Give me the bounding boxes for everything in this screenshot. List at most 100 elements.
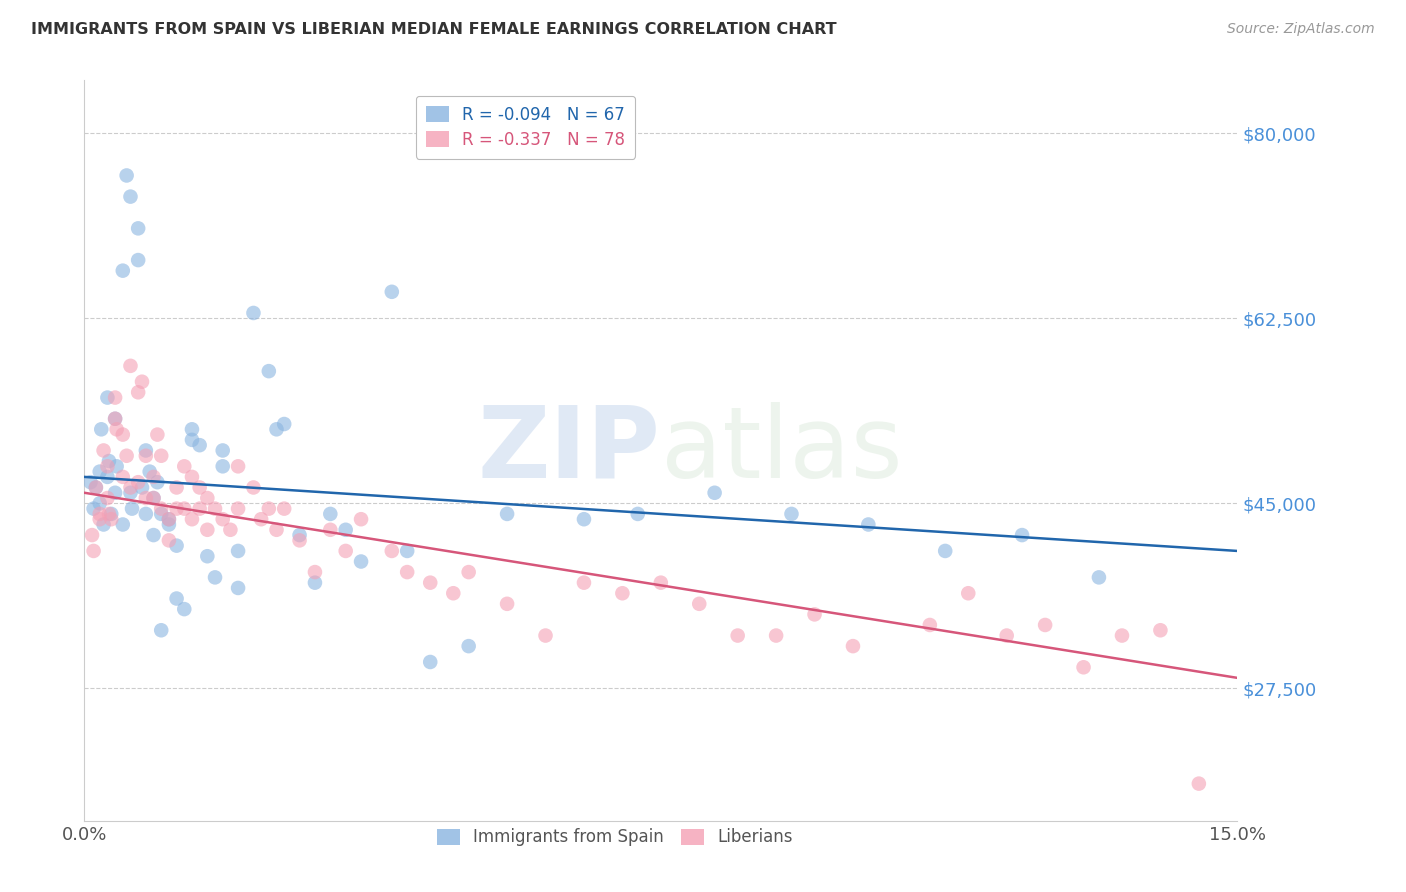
- Point: [688, 597, 710, 611]
- Point: [304, 565, 326, 579]
- Point: [1149, 624, 1171, 638]
- Point: [84, 481, 107, 495]
- Text: ZIP: ZIP: [478, 402, 661, 499]
- Point: [150, 501, 173, 516]
- Point: [858, 517, 880, 532]
- Point: [150, 449, 173, 463]
- Point: [266, 523, 288, 537]
- Point: [93, 517, 115, 532]
- Point: [441, 586, 464, 600]
- Point: [612, 586, 634, 600]
- Point: [188, 438, 211, 452]
- Point: [350, 555, 373, 569]
- Point: [496, 597, 519, 611]
- Point: [96, 470, 118, 484]
- Point: [105, 459, 128, 474]
- Point: [1033, 618, 1056, 632]
- Point: [572, 512, 595, 526]
- Point: [135, 449, 157, 463]
- Point: [157, 512, 180, 526]
- Point: [304, 575, 326, 590]
- Point: [496, 507, 519, 521]
- Point: [90, 422, 112, 436]
- Point: [181, 433, 204, 447]
- Point: [273, 417, 295, 431]
- Point: [288, 528, 311, 542]
- Point: [138, 465, 160, 479]
- Point: [104, 411, 127, 425]
- Point: [995, 629, 1018, 643]
- Point: [131, 481, 153, 495]
- Point: [627, 507, 650, 521]
- Point: [842, 639, 865, 653]
- Point: [89, 507, 111, 521]
- Point: [115, 449, 138, 463]
- Point: [120, 485, 142, 500]
- Point: [335, 544, 357, 558]
- Point: [266, 422, 288, 436]
- Point: [934, 544, 956, 558]
- Point: [381, 285, 404, 299]
- Point: [1188, 776, 1211, 791]
- Point: [1073, 660, 1095, 674]
- Point: [1011, 528, 1033, 542]
- Point: [765, 629, 787, 643]
- Point: [127, 253, 149, 268]
- Point: [84, 481, 107, 495]
- Point: [1088, 570, 1111, 584]
- Point: [96, 391, 118, 405]
- Point: [173, 501, 195, 516]
- Point: [89, 465, 111, 479]
- Point: [127, 475, 149, 490]
- Point: [226, 501, 249, 516]
- Point: [350, 512, 373, 526]
- Point: [195, 549, 218, 564]
- Point: [83, 544, 105, 558]
- Point: [142, 528, 165, 542]
- Legend: Immigrants from Spain, Liberians: Immigrants from Spain, Liberians: [430, 822, 800, 853]
- Point: [83, 501, 105, 516]
- Point: [115, 169, 138, 183]
- Point: [703, 485, 725, 500]
- Point: [188, 501, 211, 516]
- Point: [135, 443, 157, 458]
- Point: [195, 491, 218, 505]
- Point: [181, 470, 204, 484]
- Point: [918, 618, 941, 632]
- Point: [146, 475, 169, 490]
- Point: [381, 544, 404, 558]
- Point: [150, 507, 173, 521]
- Point: [419, 655, 441, 669]
- Point: [93, 443, 115, 458]
- Point: [166, 501, 188, 516]
- Point: [111, 427, 134, 442]
- Point: [135, 507, 157, 521]
- Point: [104, 391, 127, 405]
- Point: [727, 629, 749, 643]
- Point: [111, 517, 134, 532]
- Point: [121, 501, 143, 516]
- Point: [257, 364, 280, 378]
- Point: [419, 575, 441, 590]
- Point: [142, 491, 165, 505]
- Point: [204, 570, 226, 584]
- Point: [142, 491, 165, 505]
- Text: Source: ZipAtlas.com: Source: ZipAtlas.com: [1227, 22, 1375, 37]
- Point: [97, 454, 120, 468]
- Point: [780, 507, 803, 521]
- Point: [104, 485, 127, 500]
- Point: [650, 575, 672, 590]
- Text: atlas: atlas: [661, 402, 903, 499]
- Point: [226, 581, 249, 595]
- Point: [181, 422, 204, 436]
- Point: [803, 607, 825, 622]
- Point: [79, 475, 101, 490]
- Point: [173, 459, 195, 474]
- Point: [111, 470, 134, 484]
- Point: [120, 359, 142, 373]
- Point: [957, 586, 980, 600]
- Point: [97, 507, 120, 521]
- Point: [80, 528, 103, 542]
- Point: [1111, 629, 1133, 643]
- Point: [181, 512, 204, 526]
